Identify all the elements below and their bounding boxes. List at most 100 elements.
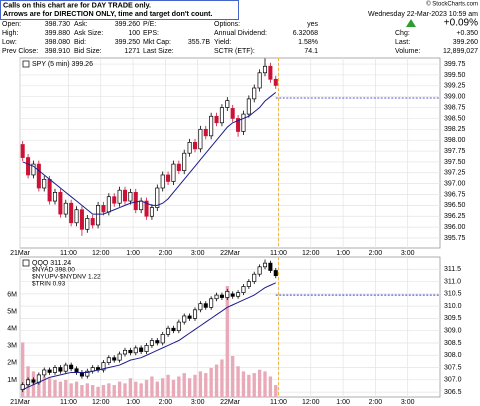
up-arrow xyxy=(406,19,416,27)
candle-body xyxy=(257,72,262,89)
candle-body xyxy=(42,369,47,376)
volume-bar xyxy=(107,383,111,397)
quote-value: 1.58% xyxy=(298,39,318,46)
legend-entry: SPY (5 min) 399.26 xyxy=(32,61,93,68)
volume-bar xyxy=(155,381,159,397)
volume-bar xyxy=(134,381,138,397)
candle-body xyxy=(47,178,52,202)
candle-body xyxy=(230,293,235,297)
x-tick-label: 11:00 xyxy=(270,399,287,406)
quote-label: High: xyxy=(2,30,18,37)
summary-value: 399.260 xyxy=(453,39,478,46)
quote-label: EPS: xyxy=(143,30,159,37)
candle-body xyxy=(160,174,165,189)
quote-value: 100 xyxy=(128,30,140,37)
y-tick-label: 398.25 xyxy=(444,126,466,133)
x-tick-label: 21Mar xyxy=(10,250,31,257)
quote-value: 399.250 xyxy=(115,39,140,46)
volume-bar xyxy=(182,373,186,397)
volume-bar xyxy=(58,381,63,397)
moving-average-line xyxy=(22,282,276,391)
quote-label: Ask Size: xyxy=(74,30,103,37)
summary-value: +0.350 xyxy=(456,30,478,37)
volume-bar xyxy=(166,374,170,397)
candle-body xyxy=(85,370,90,377)
notice-box xyxy=(0,0,239,20)
volume-bar xyxy=(74,381,79,397)
candle-body xyxy=(106,357,111,363)
y2-tick-label: 1M xyxy=(7,377,17,384)
quote-value: 399.880 xyxy=(45,30,70,37)
volume-bar xyxy=(252,373,256,397)
x-tick-label: 11:00 xyxy=(60,399,77,406)
candle-body xyxy=(133,191,138,211)
y-tick-label: 307.0 xyxy=(444,377,462,384)
x-tick-label: 2:00 xyxy=(369,250,383,257)
candle-body xyxy=(139,347,144,352)
candle-body xyxy=(241,286,246,293)
candle-body xyxy=(31,163,36,176)
volume-bar xyxy=(112,385,116,397)
candle-body xyxy=(236,118,241,132)
quote-value: 399.260 xyxy=(115,21,140,28)
x-tick-label: 21Mar xyxy=(10,399,31,406)
candle-body xyxy=(74,209,79,224)
volume-bar xyxy=(42,376,46,397)
y-tick-label: 308.5 xyxy=(444,340,462,347)
volume-bar xyxy=(198,371,203,397)
quote-value: 6.32068 xyxy=(293,30,318,37)
candle-body xyxy=(219,107,224,124)
volume-bar xyxy=(209,367,213,397)
candle-body xyxy=(192,309,198,319)
candle-body xyxy=(122,189,128,202)
y-tick-label: 307.5 xyxy=(444,364,462,371)
volume-bar xyxy=(247,374,251,397)
legend-swatch xyxy=(22,60,30,68)
volume-bar xyxy=(64,379,68,397)
candle-body xyxy=(203,128,208,137)
y-tick-label: 398.50 xyxy=(444,115,466,122)
candle-body xyxy=(246,98,251,115)
summary-label: Volume: xyxy=(395,48,420,55)
candle-body xyxy=(144,345,149,352)
y-tick-label: 397.00 xyxy=(444,180,466,187)
candle-body xyxy=(36,163,41,189)
candle-body xyxy=(268,262,273,271)
x-tick-label: 12:00 xyxy=(302,399,320,406)
x-tick-label: 3:00 xyxy=(191,399,205,406)
volume-bar xyxy=(37,374,41,397)
candle-body xyxy=(182,152,187,171)
volume-bar xyxy=(96,386,100,397)
indicator-label: $NYUPV-$NYDNV 1.22 xyxy=(32,274,101,281)
y2-tick-label: 2M xyxy=(7,360,17,367)
volume-bar xyxy=(69,383,73,397)
x-tick-label: 1:00 xyxy=(336,399,350,406)
change-percent: +0.09% xyxy=(444,18,478,29)
candle-body xyxy=(182,315,187,323)
candle-body xyxy=(26,379,31,386)
candle-body xyxy=(139,200,144,211)
y-tick-label: 399.00 xyxy=(444,94,466,101)
candle-body xyxy=(160,334,165,344)
y2-tick-label: 3M xyxy=(7,343,17,350)
volume-bar xyxy=(171,379,176,397)
quote-value: 398.080 xyxy=(45,39,70,46)
volume-bar xyxy=(47,378,52,397)
indicator-label: $NYAD 398.00 xyxy=(32,267,75,274)
x-tick-label: 1:00 xyxy=(336,250,350,257)
volume-bar xyxy=(139,383,143,397)
candle-body xyxy=(69,364,74,370)
candle-body xyxy=(122,349,128,355)
y-tick-label: 396.50 xyxy=(444,202,466,209)
volume-bar xyxy=(85,383,89,397)
legend-swatch xyxy=(22,259,30,267)
candle-body xyxy=(187,141,192,154)
volume-bar xyxy=(193,374,197,397)
candle-body xyxy=(236,292,241,297)
y-tick-label: 399.25 xyxy=(444,83,466,90)
candle-body xyxy=(128,191,133,202)
quote-value: 355.7B xyxy=(188,39,211,46)
volume-bar xyxy=(263,371,267,397)
quote-label: Prev Close: xyxy=(2,48,38,55)
candle-body xyxy=(106,196,111,213)
